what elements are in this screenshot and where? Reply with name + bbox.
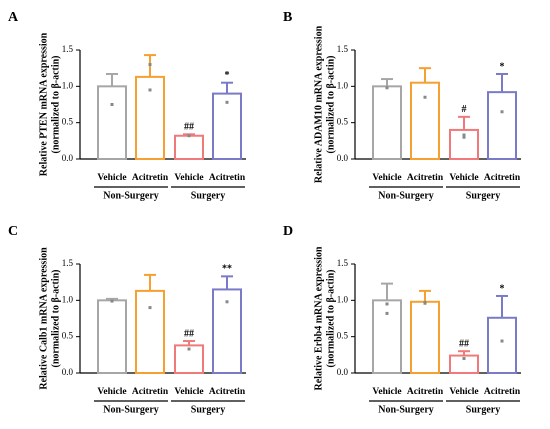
y-tick-label: 0.0 [337,153,349,163]
y-tick-label: 1.0 [337,294,349,304]
bar [372,299,402,374]
x-tick-label: Acitretin [407,173,444,183]
y-axis-label: (normalized to β-actin) [50,55,61,153]
data-point [225,300,229,304]
y-tick-label: 1.5 [62,258,74,268]
bar [487,316,517,374]
data-point [385,302,389,306]
x-tick-label: Acitretin [484,387,521,397]
group-label: Non-Surgery [103,404,159,415]
bar [372,85,402,160]
x-tick-label: Vehicle [174,173,203,183]
x-tick-label: Vehicle [372,387,401,397]
data-point [148,306,152,310]
panel-letter: B [283,10,292,25]
y-tick-label: 0.5 [62,117,74,127]
data-point [187,134,191,138]
y-axis-label: Relative Erbb4 mRNA expression [313,246,324,390]
y-axis-label: (normalized to β-actin) [325,269,336,367]
x-tick-label: Vehicle [449,387,478,397]
group-label: Surgery [191,190,225,201]
x-tick-label: Vehicle [97,173,126,183]
data-point [148,63,152,67]
bar [212,92,242,160]
group-label: Non-Surgery [378,190,434,201]
y-tick-label: 1.0 [337,80,349,90]
y-tick-label: 0.5 [62,331,74,341]
bar [410,300,440,374]
bar [174,344,204,375]
significance: ## [184,328,194,339]
panel: D Relative Erbb4 mRNA expression (normaliz… [283,224,521,415]
bar [97,299,127,374]
data-point [462,135,466,139]
bar [135,289,165,374]
y-tick-label: 1.5 [62,44,74,54]
significance: ** [222,264,232,275]
group-label: Surgery [466,404,500,415]
x-tick-label: Acitretin [484,173,521,183]
x-tick-label: Vehicle [372,173,401,183]
data-point [500,110,504,114]
y-tick-label: 1.0 [62,80,74,90]
x-tick-label: Vehicle [97,387,126,397]
y-tick-label: 0.5 [337,331,349,341]
panel-letter: D [283,224,293,239]
group-label: Non-Surgery [378,404,434,415]
y-tick-label: 0.0 [62,367,74,377]
data-point [187,347,191,351]
data-point [110,103,114,106]
y-tick-label: 0.0 [62,153,74,163]
x-tick-label: Vehicle [449,173,478,183]
x-tick-label: Acitretin [407,387,444,397]
data-point [462,356,466,360]
x-tick-label: Acitretin [209,387,246,397]
significance: ## [459,338,469,349]
bar [174,134,204,161]
data-point [423,301,427,305]
x-tick-label: Acitretin [132,173,169,183]
x-tick-label: Acitretin [209,173,246,183]
y-tick-label: 1.5 [337,44,349,54]
panel: C Relative Calb1 mRNA expression (normaliz… [8,224,246,415]
bar [487,91,517,160]
data-point [110,299,114,303]
y-tick-label: 0.5 [337,117,349,127]
y-axis-label: Relative ADAM10 mRNA expression [313,25,324,183]
bar [410,81,440,160]
bar [97,85,127,160]
y-tick-label: 1.0 [62,294,74,304]
data-point [225,100,229,104]
significance: * [500,283,505,294]
data-point [385,86,389,90]
panel-letter: A [8,10,19,25]
significance: # [462,104,467,115]
data-point [500,339,504,343]
y-axis-label: Relative Calb1 mRNA expression [38,247,49,390]
y-axis-label: (normalized to β-actin) [50,269,61,367]
significance: * [225,70,230,81]
bar [212,288,242,374]
data-point [385,311,389,315]
group-label: Surgery [466,190,500,201]
y-tick-label: 1.5 [337,258,349,268]
panel: A Relative PTEN mRNA expression (normalize… [8,10,246,201]
significance: * [500,61,505,72]
panel: B Relative ADAM10 mRNA expression (normali… [283,10,521,201]
x-tick-label: Acitretin [132,387,169,397]
data-point [148,88,152,92]
data-point [423,95,427,99]
bar [449,354,479,374]
data-point [462,133,466,137]
y-axis-label: (normalized to β-actin) [325,55,336,153]
x-tick-label: Vehicle [174,387,203,397]
group-label: Non-Surgery [103,190,159,201]
y-tick-label: 0.0 [337,367,349,377]
significance: ## [184,122,194,133]
y-axis-label: Relative PTEN mRNA expression [38,32,49,176]
panel-letter: C [8,224,18,239]
group-label: Surgery [191,404,225,415]
